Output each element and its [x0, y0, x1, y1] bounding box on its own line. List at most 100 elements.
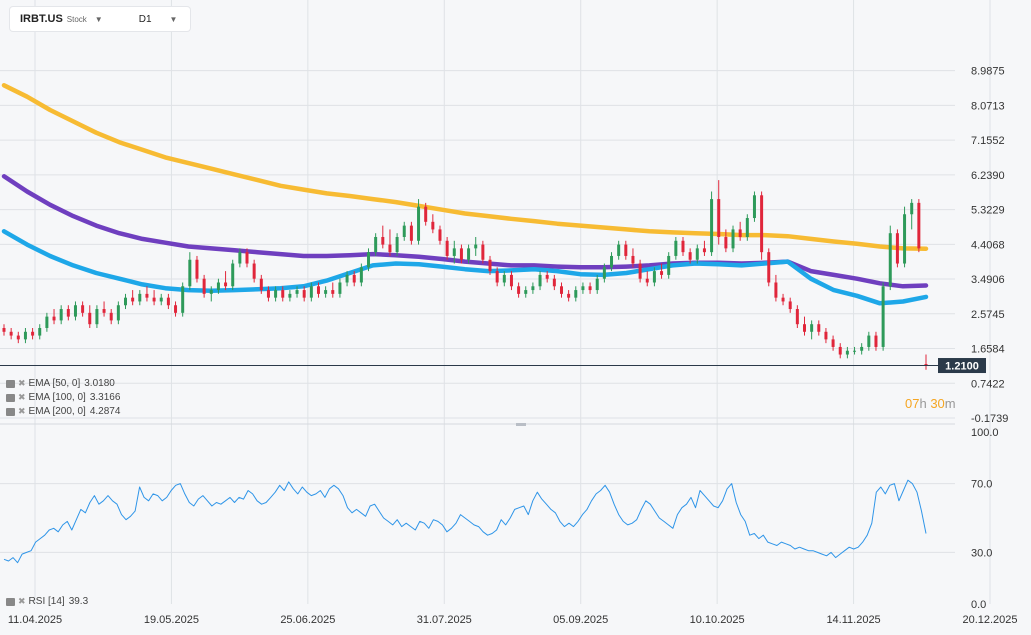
candle [302, 286, 306, 302]
time-tick-label: 20.12.2025 [962, 614, 1017, 626]
candle [588, 282, 592, 294]
candle [874, 331, 878, 351]
ema-200-value: 4.2874 [89, 406, 121, 417]
candle [9, 327, 13, 340]
candle [266, 286, 270, 302]
indicator-icon[interactable] [6, 407, 15, 416]
candle [381, 225, 385, 249]
candle [710, 191, 714, 256]
candle [452, 240, 456, 264]
candle [245, 248, 249, 268]
indicator-icon[interactable] [6, 379, 15, 388]
chevron-down-icon[interactable]: ▼ [94, 14, 103, 24]
candle [259, 274, 263, 294]
candle [752, 191, 756, 222]
panel-resize-handle[interactable] [516, 423, 526, 426]
candle [595, 274, 599, 294]
candle [903, 206, 907, 268]
price-tick-label: 8.9875 [971, 66, 1005, 78]
candle [445, 236, 449, 260]
ema-50-line [1, 229, 929, 306]
close-icon[interactable]: ✖ [18, 392, 26, 402]
candle [116, 301, 120, 325]
candle [388, 229, 392, 256]
symbol-selector[interactable]: IRBT.US Stock ▼ D1 ▼ [10, 7, 190, 31]
candle [109, 309, 113, 325]
candle [467, 244, 471, 264]
candle [59, 305, 63, 325]
candle [66, 305, 70, 321]
candle [159, 293, 163, 306]
candle [174, 301, 178, 317]
candle [660, 263, 664, 279]
candle [88, 305, 92, 328]
candle [860, 343, 864, 355]
candle [574, 286, 578, 302]
grid-lines [0, 0, 991, 604]
candle [888, 225, 892, 291]
time-tick-label: 14.11.2025 [826, 614, 880, 626]
candle [702, 240, 706, 256]
price-tick-label: 7.1552 [971, 135, 1005, 147]
price-tick-label: 5.3229 [971, 205, 1005, 217]
close-icon[interactable]: ✖ [18, 378, 26, 388]
candle [488, 255, 492, 275]
candle [524, 286, 528, 298]
candle [517, 282, 521, 298]
candle [402, 221, 406, 241]
candle [917, 199, 921, 253]
candle [224, 271, 228, 291]
candle [881, 282, 885, 351]
candle [145, 286, 149, 302]
countdown-minutes-unit: m [944, 396, 956, 411]
candle [16, 331, 20, 344]
candle [417, 199, 421, 245]
countdown-hours: 07 [905, 396, 920, 411]
time-tick-label: 11.04.2025 [8, 614, 62, 626]
time-tick-label: 10.10.2025 [690, 614, 745, 626]
candle [767, 248, 771, 287]
price-tick-label: 1.6584 [971, 344, 1005, 356]
ema-100-legend[interactable]: ✖ EMA [100, 0] 3.3166 [6, 392, 120, 403]
rsi-series-line [3, 479, 927, 564]
candle [252, 259, 256, 283]
candle [567, 290, 571, 302]
indicator-icon[interactable] [6, 393, 15, 402]
candle [431, 214, 435, 234]
price-tick-label: 2.5745 [971, 309, 1005, 321]
close-icon[interactable]: ✖ [18, 406, 26, 416]
candle [924, 354, 928, 370]
ema-50-value: 3.0180 [84, 378, 115, 389]
candle [509, 271, 513, 291]
indicator-icon[interactable] [6, 597, 15, 606]
rsi-label: RSI [14] [28, 596, 65, 607]
ema-200-legend[interactable]: ✖ EMA [200, 0] 4.2874 [6, 406, 120, 417]
chevron-down-icon[interactable]: ▼ [169, 14, 178, 24]
candle [73, 301, 77, 321]
ema-200-line [1, 83, 929, 251]
ema-50-legend[interactable]: ✖ EMA [50, 0] 3.0180 [6, 378, 115, 389]
timeframe-selector[interactable]: D1 [138, 13, 152, 25]
candle [138, 290, 142, 306]
rsi-line [3, 479, 927, 564]
candle [45, 312, 49, 332]
candle [760, 191, 764, 260]
candle [910, 199, 914, 230]
candle [459, 244, 463, 264]
candle [195, 255, 199, 283]
candle [359, 263, 363, 287]
candle [181, 282, 185, 317]
candle [581, 282, 585, 294]
ema-100-value: 3.3166 [89, 392, 121, 403]
candle [667, 252, 671, 279]
candle [867, 331, 871, 351]
time-tick-label: 19.05.2025 [144, 614, 199, 626]
rsi-tick-label: 30.0 [971, 547, 992, 559]
price-tick-label: 8.0713 [971, 100, 1005, 112]
candle [52, 309, 56, 325]
close-icon[interactable]: ✖ [18, 596, 26, 606]
rsi-legend[interactable]: ✖ RSI [14] 39.3 [6, 596, 88, 607]
candle [102, 301, 106, 317]
candle [645, 271, 649, 287]
